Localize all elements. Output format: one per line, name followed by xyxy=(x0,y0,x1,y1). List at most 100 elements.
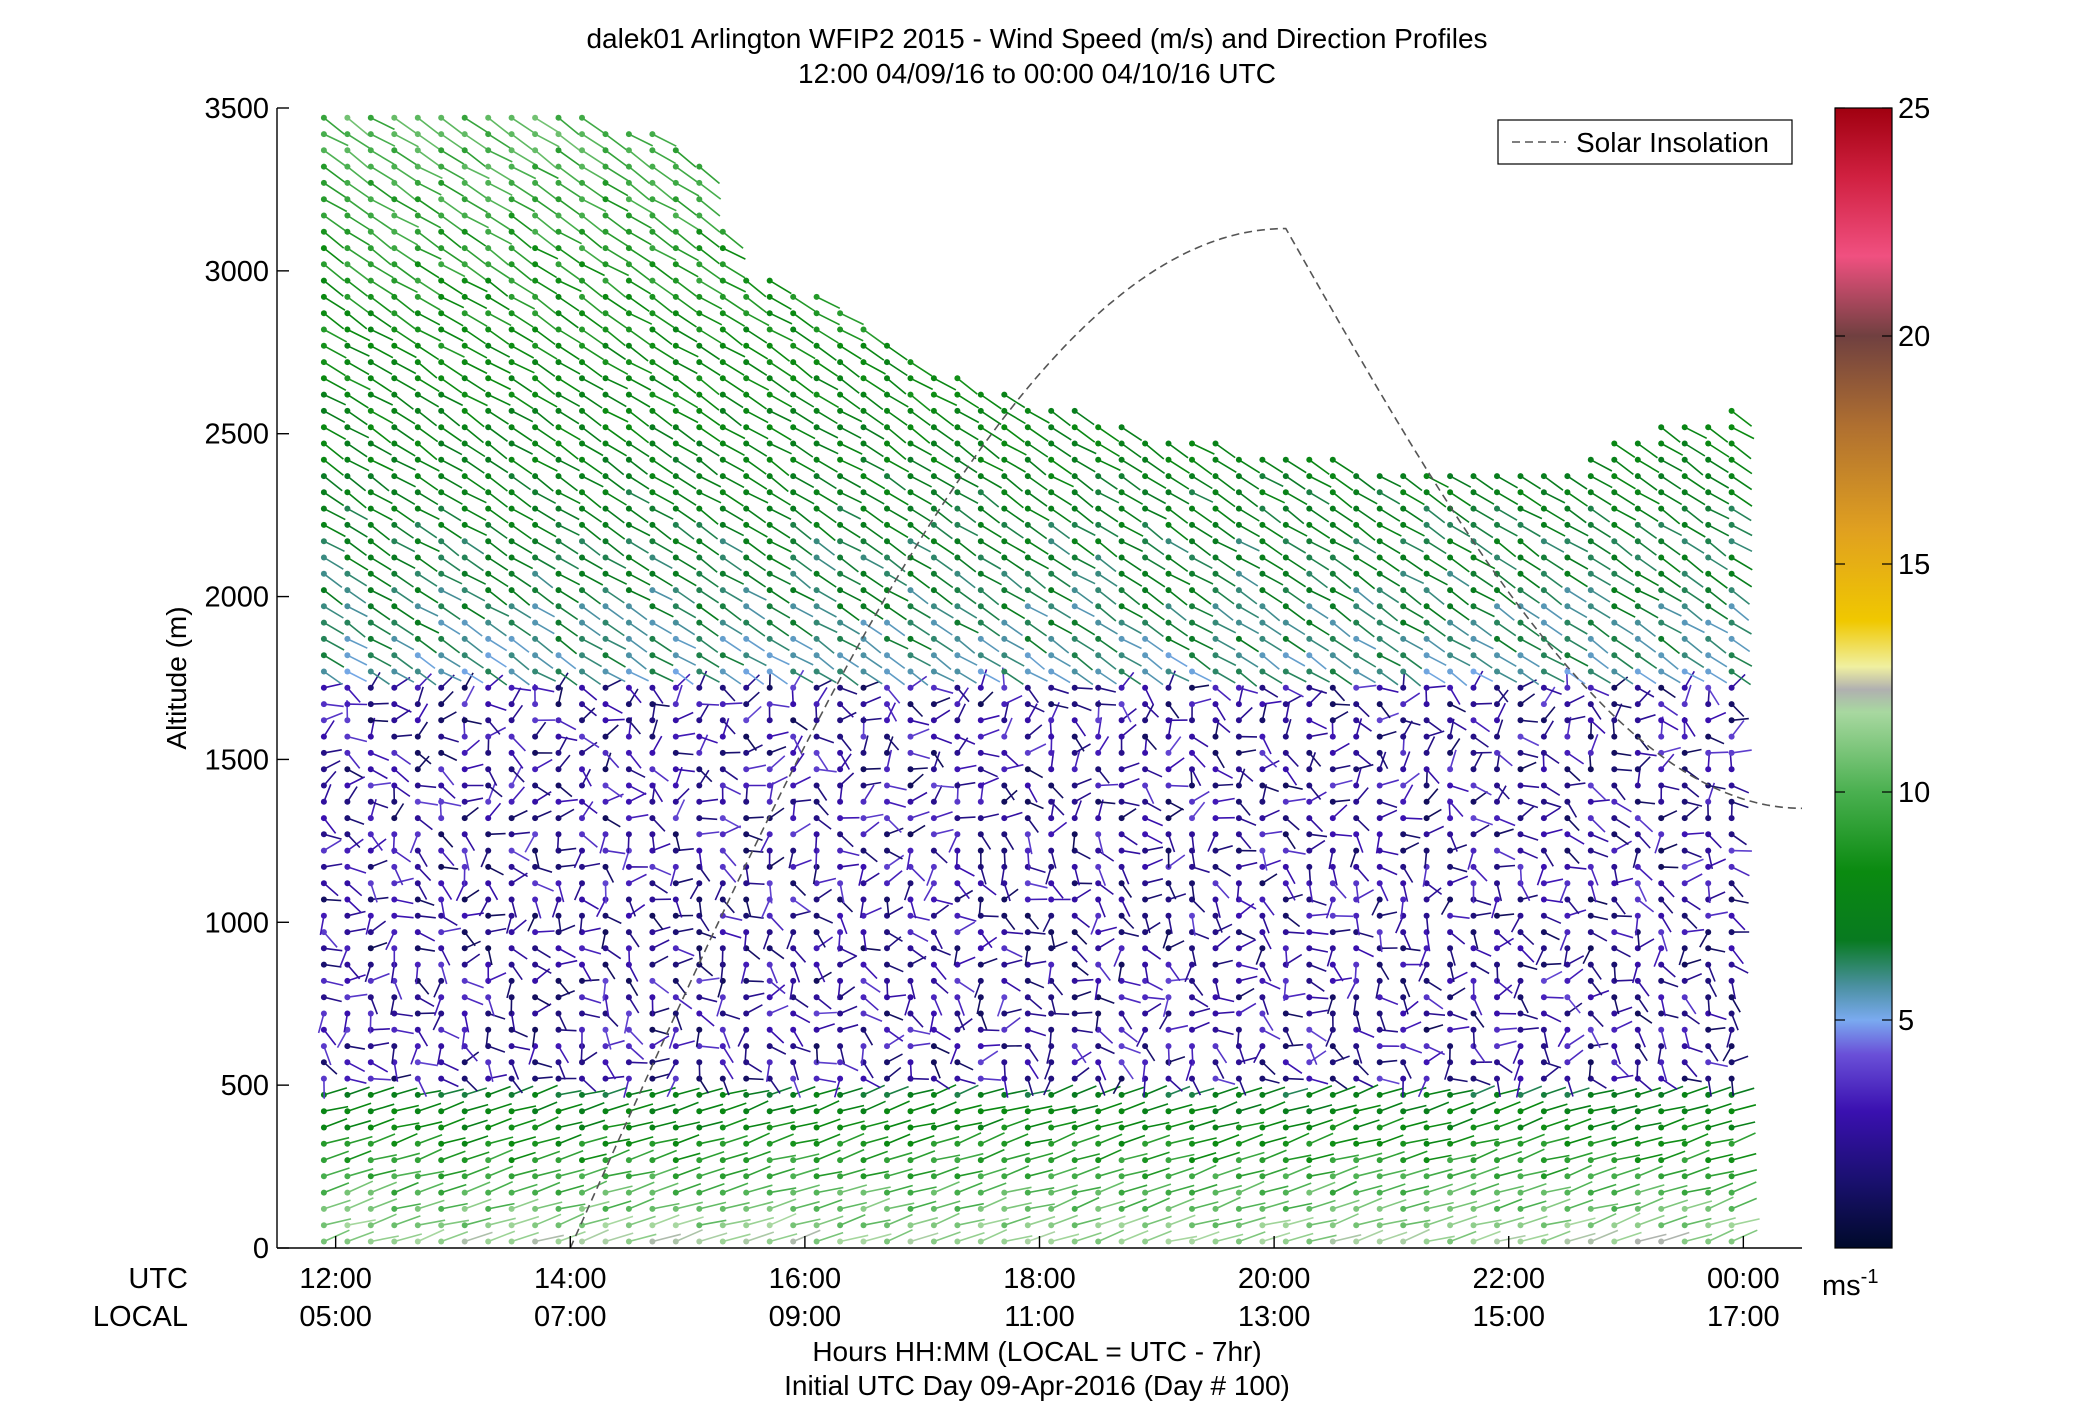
wind-barb xyxy=(769,573,791,586)
wind-barb-dot xyxy=(1259,929,1266,936)
wind-barb xyxy=(1143,1078,1146,1098)
wind-barb-dot xyxy=(485,733,492,740)
wind-barb xyxy=(1097,670,1117,685)
wind-barb-dot xyxy=(414,945,421,952)
wind-barb-dot xyxy=(766,1238,773,1245)
wind-barb-dot xyxy=(743,1010,750,1017)
wind-barb-dot xyxy=(555,619,562,626)
wind-barb-dot xyxy=(438,1222,445,1229)
wind-barb-dot xyxy=(391,228,398,235)
wind-barb xyxy=(464,475,486,491)
wind-barb xyxy=(839,540,862,552)
wind-barb-dot xyxy=(461,668,468,675)
wind-barb-dot xyxy=(813,456,820,463)
wind-barb-dot xyxy=(532,424,539,431)
wind-barb xyxy=(1027,1215,1056,1226)
wind-barb xyxy=(1003,882,1011,902)
wind-barb xyxy=(605,1103,629,1112)
wind-barb xyxy=(722,915,743,921)
wind-barb xyxy=(860,1046,865,1067)
wind-barb xyxy=(1191,850,1196,869)
wind-barb-dot xyxy=(719,456,726,463)
wind-barb-dot xyxy=(508,554,515,561)
wind-barb xyxy=(933,828,954,836)
wind-barb-dot xyxy=(555,163,562,170)
wind-barb-dot xyxy=(367,668,374,675)
wind-barb xyxy=(440,410,461,427)
wind-barb-dot xyxy=(930,1108,937,1115)
wind-barb-dot xyxy=(485,1157,492,1164)
wind-barb xyxy=(323,712,343,722)
wind-barb-dot xyxy=(438,212,445,219)
wind-barb-dot xyxy=(367,929,374,936)
wind-barb-dot xyxy=(508,1059,515,1066)
wind-barb-dot xyxy=(1142,701,1149,708)
wind-barb-dot xyxy=(837,424,844,431)
wind-barb xyxy=(886,931,903,942)
wind-barb-dot xyxy=(954,766,961,773)
wind-barb-dot xyxy=(884,652,890,659)
wind-barb-dot xyxy=(414,456,421,463)
wind-barb xyxy=(933,377,957,391)
wind-barb xyxy=(1097,638,1118,653)
wind-barb xyxy=(464,182,488,199)
wind-barb-dot xyxy=(579,489,585,496)
wind-barb xyxy=(534,621,555,635)
wind-barb xyxy=(1027,850,1030,871)
wind-barb-dot xyxy=(320,245,327,252)
wind-barb-dot xyxy=(625,407,632,414)
wind-barb xyxy=(863,361,886,375)
wind-barb-dot xyxy=(1118,1238,1125,1245)
wind-barb-dot xyxy=(696,179,703,186)
wind-barb-dot xyxy=(1024,749,1031,756)
wind-barb-dot xyxy=(532,473,539,480)
wind-barb-dot xyxy=(1235,1059,1242,1066)
wind-barb-dot xyxy=(602,342,609,349)
wind-barb xyxy=(1074,573,1096,585)
wind-barb-dot xyxy=(438,1059,445,1066)
wind-barb-dot xyxy=(461,570,468,577)
wind-barb-dot xyxy=(485,880,492,887)
wind-barb-dot xyxy=(532,1173,539,1180)
wind-barb-dot xyxy=(579,912,585,919)
wind-barb xyxy=(1144,1134,1171,1145)
wind-barb-dot xyxy=(1118,1091,1125,1098)
wind-barb xyxy=(957,654,978,666)
wind-barb xyxy=(746,764,767,770)
wind-barb xyxy=(933,654,952,671)
wind-barb-dot xyxy=(766,831,773,838)
wind-barb xyxy=(722,1089,747,1096)
wind-barb xyxy=(417,1102,442,1112)
wind-barb-dot xyxy=(1142,1026,1149,1033)
wind-barb-dot xyxy=(391,375,398,382)
wind-barb-dot xyxy=(1071,456,1078,463)
wind-barb-dot xyxy=(672,684,679,691)
wind-barb xyxy=(698,410,721,426)
wind-barb xyxy=(581,1166,608,1178)
wind-barb xyxy=(487,149,513,163)
wind-barb xyxy=(440,312,464,327)
wind-barb xyxy=(440,149,465,165)
wind-barb-dot xyxy=(1095,554,1102,561)
wind-barb-dot xyxy=(837,570,844,577)
wind-barb-dot xyxy=(579,831,585,838)
wind-barb-dot xyxy=(884,407,890,414)
wind-barb xyxy=(1050,475,1074,488)
wind-barb-dot xyxy=(1142,554,1149,561)
wind-barb xyxy=(1135,1029,1146,1047)
wind-barb xyxy=(699,1151,725,1161)
wind-barb-dot xyxy=(602,521,609,528)
wind-barb xyxy=(698,328,722,344)
wind-barb-dot xyxy=(1165,1140,1172,1147)
wind-barb xyxy=(393,1132,418,1145)
wind-barb xyxy=(511,410,534,423)
wind-barb-dot xyxy=(320,701,327,708)
wind-barb xyxy=(933,524,953,540)
wind-barb xyxy=(464,1165,490,1178)
wind-barb-dot xyxy=(813,1026,820,1033)
wind-barb-dot xyxy=(508,1026,515,1033)
wind-barb-dot xyxy=(367,847,374,854)
wind-barb xyxy=(957,1121,983,1129)
wind-barb-dot xyxy=(1282,1222,1289,1229)
wind-barb-dot xyxy=(672,1059,679,1066)
